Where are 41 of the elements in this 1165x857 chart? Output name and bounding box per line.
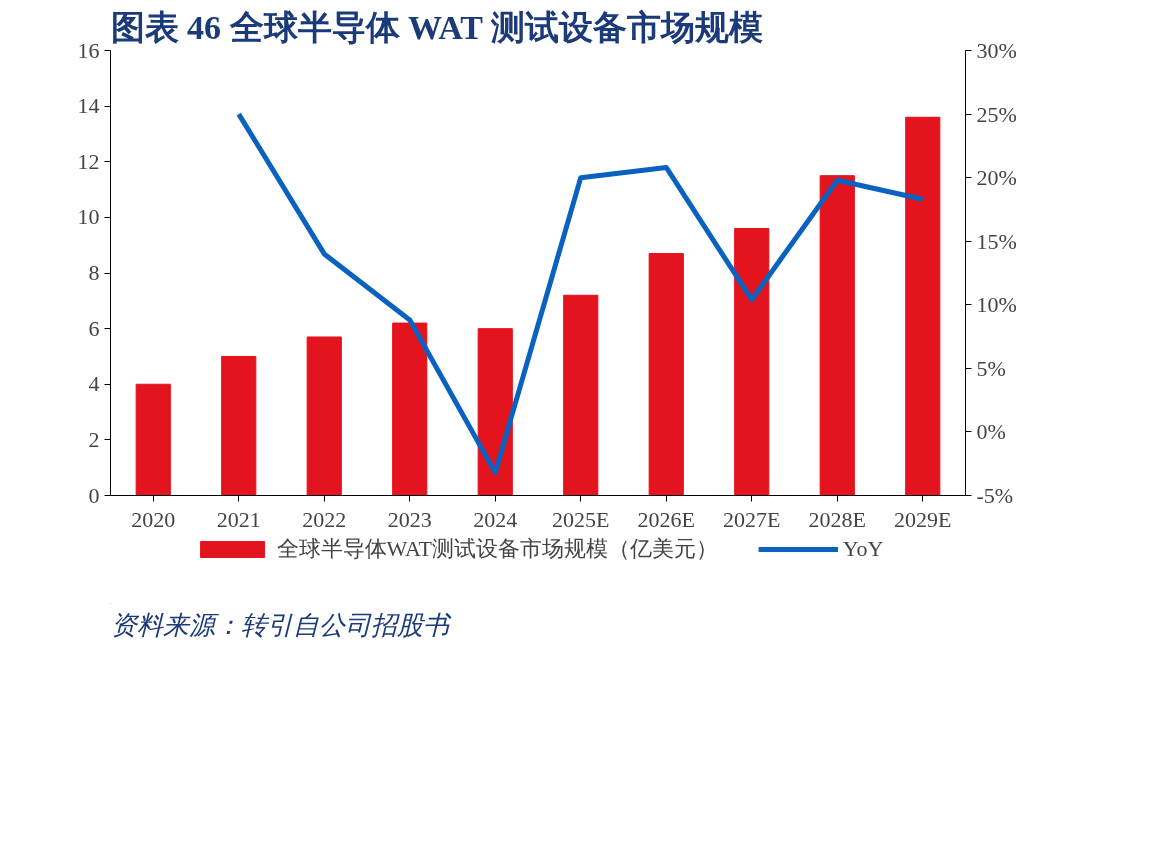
y2-tick-label: 25% xyxy=(976,101,1017,127)
x-tick-label: 2027E xyxy=(723,506,781,532)
bar xyxy=(221,355,257,496)
bar xyxy=(135,383,171,496)
bar xyxy=(734,228,770,496)
text: 资料来源：转引自公司招股书 xyxy=(110,610,452,640)
legend-label: YoY xyxy=(842,536,884,562)
y2-tick-label: 5% xyxy=(976,355,1006,381)
y-tick-label: 6 xyxy=(88,315,100,341)
y-tick-label: 0 xyxy=(88,482,100,508)
y-tick-label: 16 xyxy=(77,37,100,63)
x-tick-label: 2021 xyxy=(216,506,261,532)
y-tick-label: 12 xyxy=(77,148,100,174)
x-tick-label: 2020 xyxy=(131,506,176,532)
y-tick-label: 4 xyxy=(88,371,100,397)
y2-tick-label: 10% xyxy=(976,292,1017,318)
y-tick-label: 10 xyxy=(77,204,100,230)
bar xyxy=(819,175,855,496)
chart-title: 图表 46 全球半导体 WAT 测试设备市场规模 xyxy=(110,8,763,46)
y-tick-label: 8 xyxy=(88,260,100,285)
y2-tick-label: 15% xyxy=(976,228,1017,254)
bar xyxy=(306,336,342,496)
bar xyxy=(477,328,513,496)
bar xyxy=(563,294,599,496)
bar xyxy=(648,253,684,496)
x-tick-label: 2028E xyxy=(808,506,866,532)
y2-tick-label: 30% xyxy=(976,38,1017,63)
x-tick-label: 2022 xyxy=(302,506,347,532)
bar xyxy=(392,322,428,496)
x-tick-label: 2023 xyxy=(387,506,432,532)
y2-tick-label: -5% xyxy=(976,483,1014,508)
x-tick-label: 2026E xyxy=(637,506,695,532)
y2-tick-label: 20% xyxy=(976,165,1017,191)
legend-label: 全球半导体WAT测试设备市场规模（亿美元） xyxy=(276,535,718,563)
y-tick-label: 2 xyxy=(88,426,100,452)
x-tick-label: 2024 xyxy=(473,506,518,532)
y2-tick-label: 0% xyxy=(976,419,1006,445)
x-tick-label: 2029E xyxy=(894,506,952,532)
x-tick-label: 2025E xyxy=(552,506,610,532)
bar xyxy=(905,116,941,496)
y-tick-label: 14 xyxy=(77,93,100,119)
